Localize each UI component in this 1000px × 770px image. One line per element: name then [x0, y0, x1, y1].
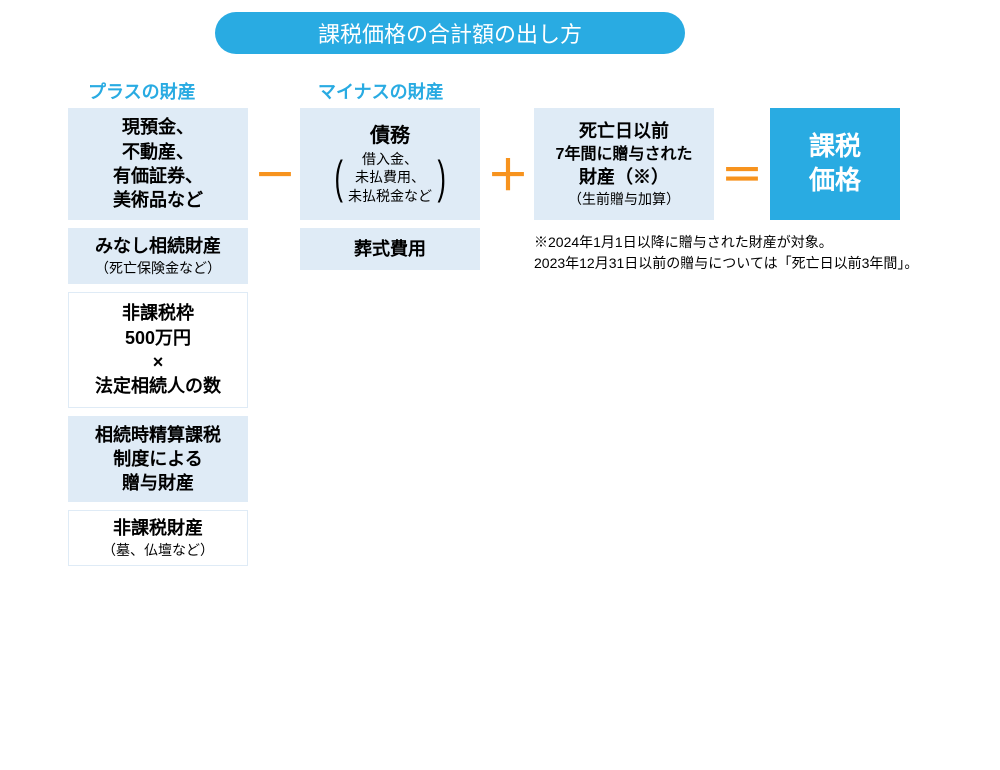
gift-line1: 死亡日以前: [579, 119, 669, 143]
gift-line3: 財産（※）: [579, 165, 669, 189]
deemed-sub: （死亡保険金など）: [95, 259, 221, 278]
op-plus: ＋: [488, 142, 528, 203]
header-plus: プラスの財産: [88, 78, 196, 104]
paren-left: (: [334, 157, 342, 198]
box-plus-main: 現預金、 不動産、 有価証券、 美術品など: [68, 108, 248, 220]
box-nontax: 非課税財産 （墓、仏壇など）: [68, 510, 248, 566]
debt-title: 債務: [370, 123, 410, 150]
nontax-title: 非課税財産: [113, 516, 203, 540]
box-gift: 死亡日以前 7年間に贈与された 財産（※） （生前贈与加算）: [534, 108, 714, 220]
deemed-title: みなし相続財産: [95, 234, 221, 258]
box-settlement: 相続時精算課税 制度による 贈与財産: [68, 416, 248, 502]
debt-paren-wrap: ( 借入金、 未払費用、 未払税金など ): [331, 150, 450, 205]
header-minus: マイナスの財産: [318, 78, 444, 104]
box-funeral: 葬式費用: [300, 228, 480, 270]
box-result: 課税 価格: [770, 108, 900, 220]
gift-line2: 7年間に贈与された: [556, 144, 693, 166]
op-minus: －: [255, 142, 295, 203]
gift-sub: （生前贈与加算）: [568, 190, 680, 209]
paren-right: ): [437, 157, 445, 198]
title-pill: 課税価格の合計額の出し方: [215, 12, 685, 54]
box-debt: 債務 ( 借入金、 未払費用、 未払税金など ): [300, 108, 480, 220]
exemption-text: 非課税枠 500万円 × 法定相続人の数: [95, 301, 221, 398]
box-exemption: 非課税枠 500万円 × 法定相続人の数: [68, 292, 248, 408]
nontax-sub: （墓、仏壇など）: [102, 541, 214, 560]
plus-main-text: 現預金、 不動産、 有価証券、 美術品など: [113, 115, 203, 212]
result-text: 課税 価格: [809, 130, 861, 198]
settlement-text: 相続時精算課税 制度による 贈与財産: [95, 423, 221, 496]
funeral-text: 葬式費用: [354, 237, 426, 261]
box-deemed: みなし相続財産 （死亡保険金など）: [68, 228, 248, 284]
footnote: ※2024年1月1日以降に贈与された財産が対象。 2023年12月31日以前の贈…: [534, 232, 964, 274]
debt-paren-text: 借入金、 未払費用、 未払税金など: [348, 150, 432, 205]
op-equals: ＝: [722, 142, 762, 203]
